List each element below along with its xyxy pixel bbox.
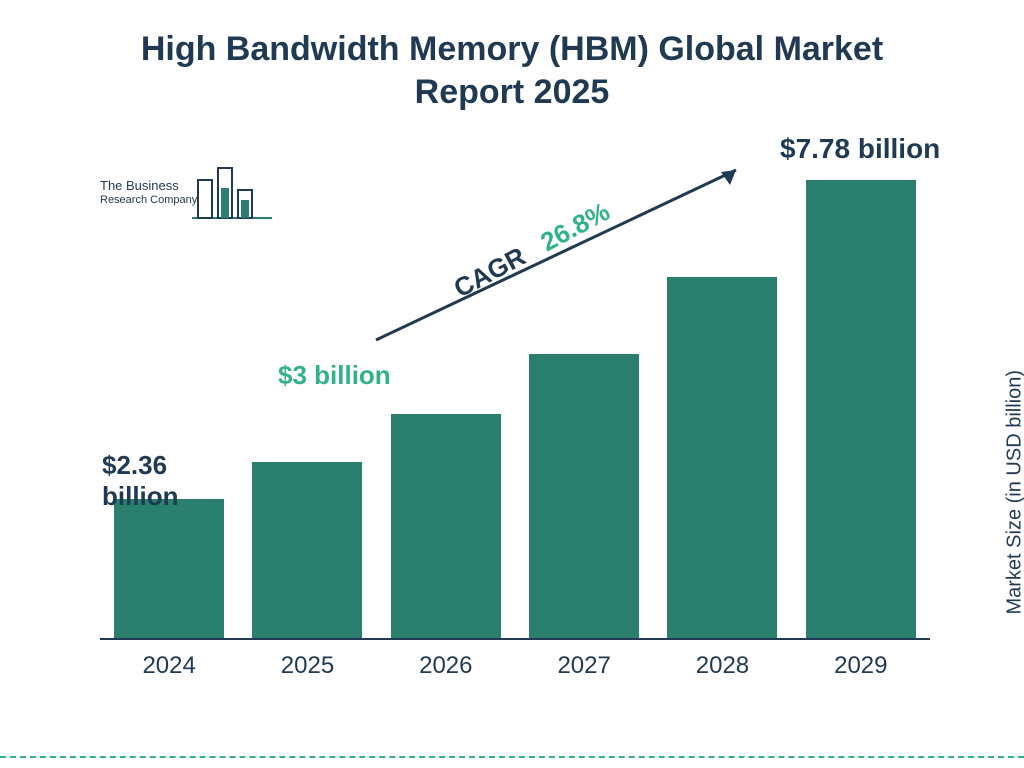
bar-slot (529, 354, 639, 638)
y-axis-label: Market Size (in USD billion) (1004, 370, 1024, 615)
x-tick-label: 2026 (391, 652, 501, 680)
x-axis-labels: 2024 2025 2026 2027 2028 2029 (100, 652, 930, 680)
callout-2029: $7.78 billion (780, 132, 940, 166)
bar (114, 499, 224, 638)
x-tick-label: 2027 (529, 652, 639, 680)
cagr-annotation: CAGR 26.8% (366, 160, 766, 360)
callout-2024: $2.36 billion (102, 450, 222, 512)
chart-title: High Bandwidth Memory (HBM) Global Marke… (0, 28, 1024, 113)
callout-2025: $3 billion (278, 360, 391, 391)
bar-slot (114, 499, 224, 638)
bar (806, 180, 916, 638)
x-tick-label: 2029 (806, 652, 916, 680)
footer-divider (0, 756, 1024, 758)
x-tick-label: 2028 (667, 652, 777, 680)
cagr-arrow-icon (366, 160, 766, 360)
x-tick-label: 2024 (114, 652, 224, 680)
bar-slot (806, 180, 916, 638)
bar (391, 414, 501, 638)
bar (529, 354, 639, 638)
x-axis-line (100, 638, 930, 640)
bar-slot (391, 414, 501, 638)
bar (252, 462, 362, 638)
bar-slot (252, 462, 362, 638)
x-tick-label: 2025 (252, 652, 362, 680)
